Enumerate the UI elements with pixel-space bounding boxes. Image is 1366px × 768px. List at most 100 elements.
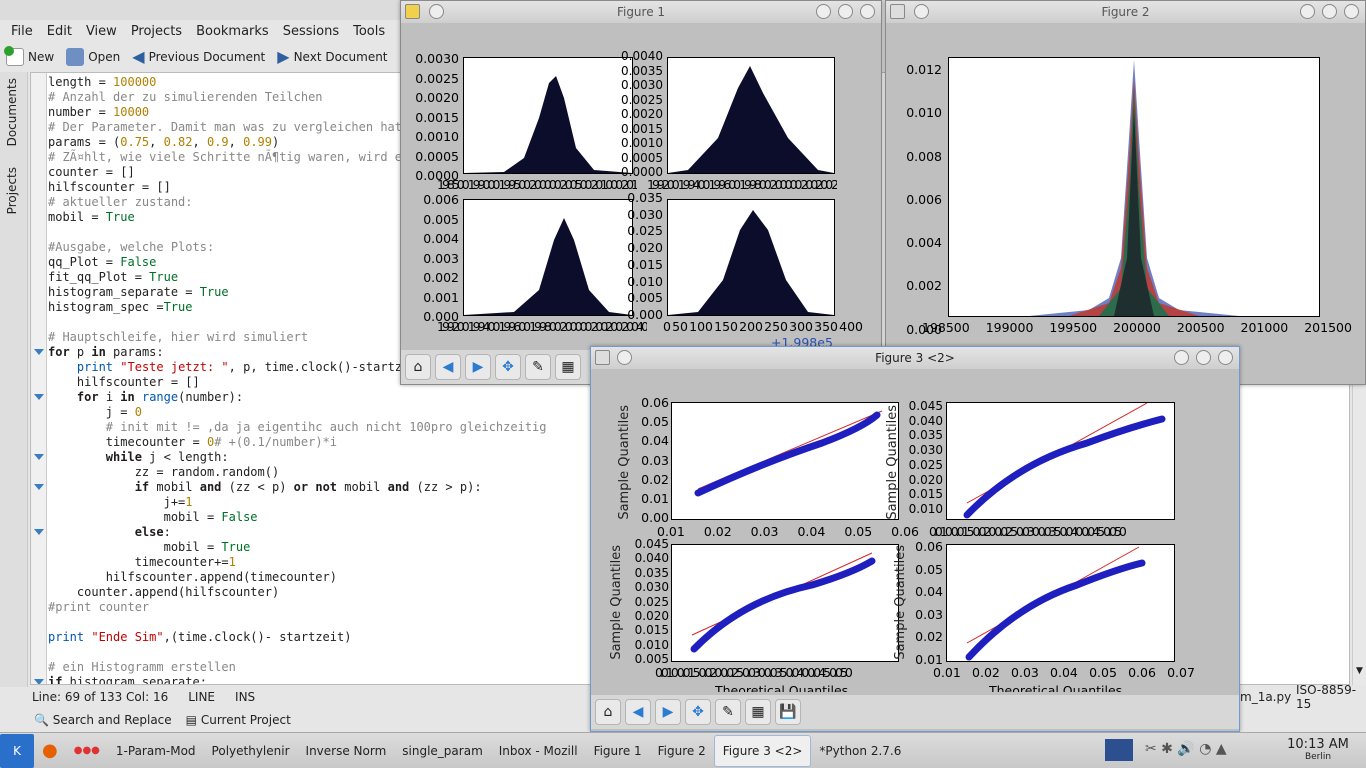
fold-marker-icon[interactable] [34,454,44,460]
figure2-window[interactable]: Figure 2 0.012 0.010 0.008 0.006 0.004 0.002 0… [885,0,1366,385]
next-document-button[interactable]: ▶ Next Document [277,47,388,66]
qq-shape [694,410,883,497]
figure1-titlebar[interactable]: Figure 1 [401,1,881,23]
x-tick-labels: 198500 199000 199500 200000 200500 20100… [437,177,637,192]
encoding[interactable]: ISO-8859-15 [1296,683,1357,711]
fold-marker-icon[interactable] [34,679,44,684]
fold-marker-icon[interactable] [34,529,44,535]
task-item[interactable]: Inverse Norm [305,743,387,758]
x-tick-labels: 0.010 0.015 0.020 0.025 0.030 0.035 0.04… [655,665,853,680]
insert-mode[interactable]: INS [235,690,256,704]
task-item[interactable]: *Python 2.7.6 [819,743,902,758]
histogram-shape [464,218,632,315]
fold-marker-icon[interactable] [34,349,44,355]
histogram-shape [668,66,834,173]
editor-titlebar [0,0,400,20]
y-tick-labels: 0.06 0.05 0.04 0.03 0.02 0.01 0.00 [641,395,669,526]
figure3-titlebar[interactable]: Figure 3 <2> [591,347,1239,369]
home-icon[interactable]: ⌂ [595,699,621,725]
tab-projects[interactable]: Projects [5,167,19,215]
qq-plot-2 [946,402,1175,520]
cursor-position: Line: 69 of 133 Col: 16 [32,690,169,704]
x-tick-labels: 199200 199400 199600 199800 200000 20020… [437,319,647,334]
pan-icon[interactable]: ✥ [685,699,711,725]
menu-view[interactable]: View [85,23,117,39]
screen-thumbnail-icon[interactable] [1105,739,1133,761]
open-button[interactable]: Open [60,45,126,69]
save-icon[interactable]: 💾 [775,699,801,725]
close-icon[interactable] [1344,4,1359,19]
zoom-icon[interactable]: ✎ [525,354,551,380]
firefox-launcher-icon[interactable]: ● [42,740,58,761]
figure1-window[interactable]: Figure 1 0.0030 0.0025 0.0020 0.0015 0.0010 0… [400,0,882,385]
histogram-shape [464,76,632,173]
fold-marker-icon[interactable] [34,484,44,490]
previous-document-button[interactable]: ◀ Previous Document [132,47,266,66]
task-item[interactable]: Figure 2 [657,743,706,758]
task-item[interactable]: 1-Param-Mod [115,743,196,758]
task-item[interactable]: single_param [402,743,483,758]
new-button[interactable]: New [0,45,60,69]
y-axis-label: Sample Quantiles [885,405,900,520]
task-item[interactable]: Polyethylenir [211,743,290,758]
task-item[interactable]: Figure 1 [593,743,642,758]
qq-shape [963,402,1166,519]
maximize-icon[interactable] [1322,4,1337,19]
y-tick-labels: 0.06 0.05 0.04 0.03 0.02 0.01 [915,539,943,667]
selection-mode[interactable]: LINE [188,690,216,704]
task-item-active[interactable]: Figure 3 <2> [713,734,812,767]
tab-documents[interactable]: Documents [5,78,19,147]
minimize-icon[interactable] [1174,350,1189,365]
maximize-icon[interactable] [838,4,853,19]
forward-icon[interactable]: ▶ [465,354,491,380]
tray-icons[interactable]: ✂ ✱ 🔊 ◔ ▲ [1145,741,1227,757]
figure2-titlebar[interactable]: Figure 2 [886,1,1365,23]
pager-icon[interactable]: ●●● [73,745,100,756]
forward-icon[interactable]: ▶ [655,699,681,725]
maximize-icon[interactable] [1196,350,1211,365]
menu-file[interactable]: File [11,23,33,39]
configure-icon[interactable]: ▦ [555,354,581,380]
fold-marker-icon[interactable] [34,394,44,400]
histogram-plot-4 [667,199,835,316]
task-item[interactable]: Inbox - Mozill [498,743,578,758]
kde-menu-icon[interactable]: K [0,733,34,768]
tool-view-bar: 🔍 Search and Replace ▤ Current Project [0,709,600,731]
back-icon[interactable]: ◀ [625,699,651,725]
x-tick-labels: 0.010 0.015 0.020 0.025 0.030 0.035 0.04… [929,524,1127,539]
search-replace-button[interactable]: 🔍 Search and Replace [34,713,172,727]
editor-toolbar: New Open ◀ Previous Document ▶ Next Docume… [0,43,400,70]
pan-icon[interactable]: ✥ [495,354,521,380]
clock[interactable]: 10:13 AM Berlin [1287,737,1349,762]
x-tick-labels: 0.01 0.02 0.03 0.04 0.05 0.06 [657,524,919,539]
qq-plot-1 [671,402,899,520]
y-tick-labels: 0.012 0.010 0.008 0.006 0.004 0.002 0.000 [906,62,942,337]
menu-icon[interactable] [914,4,929,19]
menu-bookmarks[interactable]: Bookmarks [196,23,269,39]
x-axis-label: Theoretical Quantiles [989,683,1123,692]
home-icon[interactable]: ⌂ [405,354,431,380]
minimize-icon[interactable] [816,4,831,19]
code-text: length = 100000 # Anzahl der zu simulier… [48,75,547,685]
histogram-plot-3 [463,199,633,316]
app-icon [405,4,420,19]
taskbar: K ● ●●● 1-Param-Mod Polyethylenir Invers… [0,732,1366,768]
menu-edit[interactable]: Edit [46,23,72,39]
figure3-window[interactable]: Figure 3 <2> Sample Quantiles Sample Qua… [590,346,1240,732]
zoom-icon[interactable]: ✎ [715,699,741,725]
menu-projects[interactable]: Projects [130,23,183,39]
configure-icon[interactable]: ▦ [745,699,771,725]
menu-icon[interactable] [429,4,444,19]
close-icon[interactable] [860,4,875,19]
close-icon[interactable] [1218,350,1233,365]
back-icon[interactable]: ◀ [435,354,461,380]
menu-tools[interactable]: Tools [353,23,386,39]
x-tick-labels: 199200 199400 199600 199800 200000 20020… [647,177,837,192]
menu-icon[interactable] [617,350,632,365]
histogram-plot-combined [948,57,1320,317]
current-project-button[interactable]: ▤ Current Project [185,713,291,727]
scroll-down-icon[interactable]: ▼ [1356,666,1363,676]
histogram-plot-2 [667,57,835,174]
menu-sessions[interactable]: Sessions [282,23,340,39]
minimize-icon[interactable] [1300,4,1315,19]
